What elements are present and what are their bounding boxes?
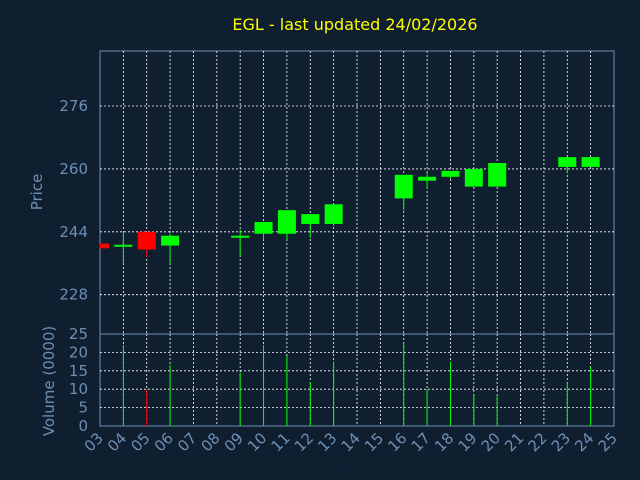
volume-tick-label: 20 <box>69 343 88 361</box>
x-tick-label: 25 <box>595 429 621 455</box>
candle-body <box>277 210 296 234</box>
candle-body <box>100 243 109 249</box>
x-tick-label: 24 <box>571 429 597 455</box>
volume-tick-label: 25 <box>69 325 88 343</box>
candle-body <box>488 163 507 187</box>
x-tick-label: 10 <box>244 429 270 455</box>
candle-body <box>161 235 180 246</box>
x-tick-label: 23 <box>548 429 574 455</box>
x-tick-label: 07 <box>174 429 200 455</box>
x-tick-label: 20 <box>478 429 504 455</box>
volume-tick-label: 5 <box>78 399 88 417</box>
x-tick-label: 14 <box>338 429 364 455</box>
volume-tick-label: 0 <box>78 417 88 435</box>
x-tick-label: 16 <box>384 429 410 455</box>
candle-body <box>324 204 343 224</box>
candle-body <box>137 231 156 250</box>
x-tick-label: 18 <box>431 429 457 455</box>
x-tick-label: 15 <box>361 429 387 455</box>
candle-body <box>301 214 320 224</box>
x-tick-label: 13 <box>314 429 340 455</box>
price-tick-label: 260 <box>59 160 88 178</box>
candle-body <box>114 244 133 247</box>
candle-body <box>254 221 273 234</box>
candle-body <box>558 157 577 167</box>
price-tick-label: 244 <box>59 223 88 241</box>
chart-title: EGL - last updated 24/02/2026 <box>232 15 477 34</box>
x-axis-label: Day <box>332 458 362 476</box>
candle-body <box>464 168 483 187</box>
x-tick-label: 11 <box>268 429 294 455</box>
x-tick-label: 19 <box>454 429 480 455</box>
candle-body <box>231 235 250 238</box>
x-tick-label: 04 <box>104 429 130 455</box>
candle-body <box>394 174 413 199</box>
x-tick-label: 12 <box>291 429 317 455</box>
price-axis-label: Price <box>28 174 46 211</box>
x-tick-label: 09 <box>221 429 247 455</box>
x-tick-label: 21 <box>501 429 527 455</box>
candle-body <box>581 157 600 167</box>
price-tick-label: 276 <box>59 97 88 115</box>
volume-tick-label: 15 <box>69 362 88 380</box>
x-tick-label: 05 <box>127 429 153 455</box>
x-tick-label: 22 <box>525 429 551 455</box>
candle-body <box>441 170 460 177</box>
x-tick-label: 06 <box>151 429 177 455</box>
price-tick-label: 228 <box>59 286 88 304</box>
volume-axis-label: Volume (0000) <box>40 326 58 436</box>
x-tick-label: 17 <box>408 429 434 455</box>
candle-body <box>418 176 437 181</box>
x-tick-label: 08 <box>197 429 223 455</box>
volume-tick-label: 10 <box>69 380 88 398</box>
